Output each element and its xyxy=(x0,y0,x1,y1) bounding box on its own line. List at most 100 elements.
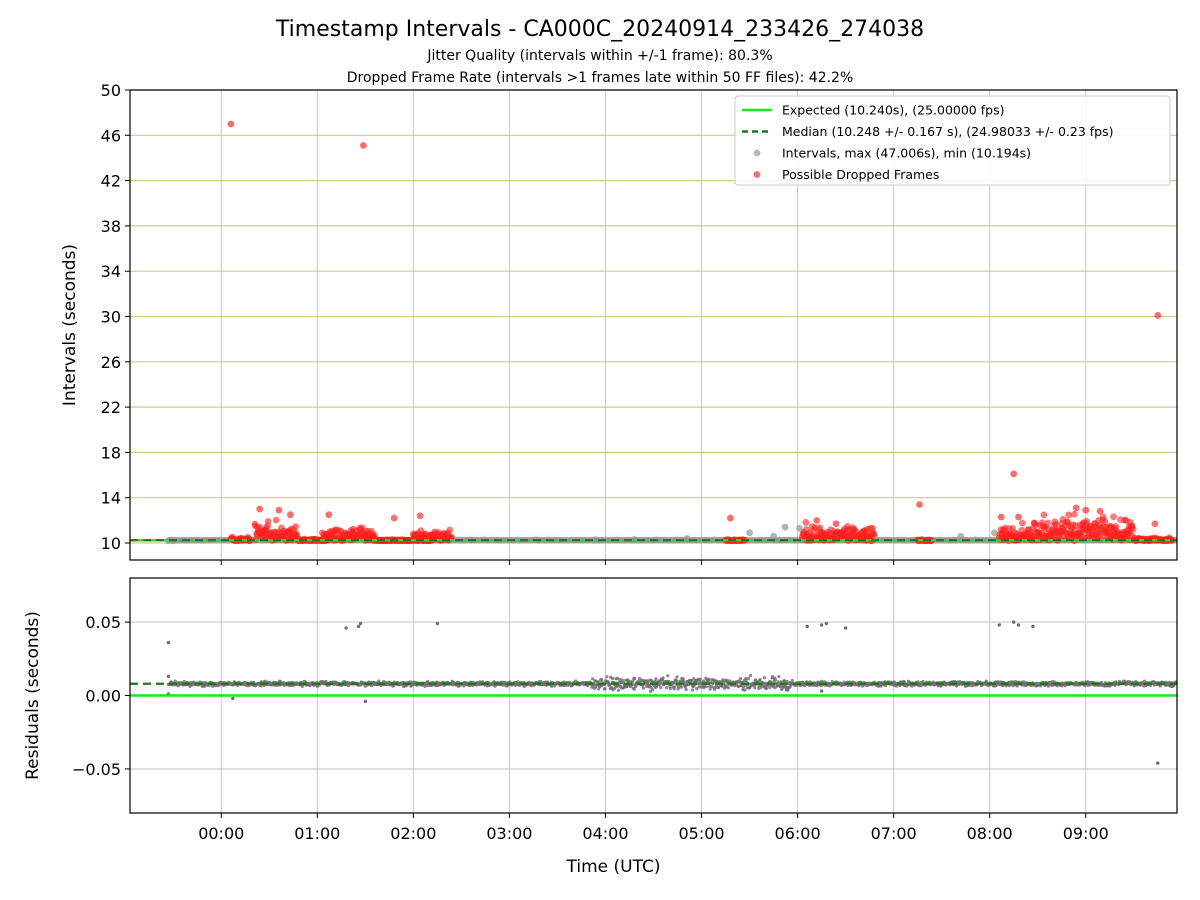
interval-point xyxy=(781,523,789,531)
residual-point xyxy=(720,684,724,688)
plot-frame xyxy=(129,89,1178,561)
dropped-frame-point xyxy=(1082,506,1090,514)
residual-point xyxy=(726,686,731,690)
y-tick-label: −0.05 xyxy=(72,760,121,779)
residual-point xyxy=(902,680,906,684)
residual-point xyxy=(824,621,829,626)
residual-point xyxy=(356,624,361,629)
dropped-frame-point xyxy=(1010,470,1018,478)
x-tick-label: 07:00 xyxy=(871,824,917,843)
dropped-frame-point xyxy=(1044,519,1052,527)
residual-point xyxy=(759,685,763,690)
x-tick-label: 08:00 xyxy=(967,824,1013,843)
y-tick-label: 22 xyxy=(101,398,121,417)
residual-point xyxy=(768,686,772,690)
residual-point xyxy=(698,677,702,681)
dropped-frame-point xyxy=(726,514,734,522)
dropped-frame-point xyxy=(813,516,821,524)
residual-point xyxy=(701,679,706,683)
residual-point xyxy=(708,687,712,691)
residual-point xyxy=(681,677,685,681)
residual-point xyxy=(618,677,622,682)
residual-point xyxy=(590,677,595,681)
intervals-panel: 10 14 18 22 26 30 34 38 42 46 50 Intervals (seconds… xyxy=(60,81,1178,565)
dropped-frame-point xyxy=(416,512,424,520)
dropped-frame-point xyxy=(916,501,923,508)
dropped-frame-point xyxy=(272,516,280,524)
legend-expected-label: Expected (10.240s), (25.00000 fps) xyxy=(782,103,1004,118)
residual-point xyxy=(1156,761,1160,765)
dropped-frame-point xyxy=(1015,513,1022,521)
dropped-frame-point xyxy=(832,520,840,528)
legend-dropped-frames-label: Possible Dropped Frames xyxy=(782,167,939,182)
y-tick-label: 38 xyxy=(101,217,121,236)
residual-point xyxy=(657,683,661,687)
residual-point xyxy=(819,623,824,627)
intervals-y-axis-label: Intervals (seconds) xyxy=(60,244,80,406)
dropped-frame-point xyxy=(256,505,264,513)
residual-point xyxy=(695,687,699,691)
dropped-frame-point xyxy=(292,523,300,530)
residual-point xyxy=(634,684,638,689)
figure-title: Timestamp Intervals - CA000C_20240914_23… xyxy=(275,17,924,42)
residual-point xyxy=(605,675,609,679)
residual-point xyxy=(631,679,635,683)
residual-point xyxy=(608,682,612,687)
interval-point xyxy=(957,532,965,540)
residuals-marks xyxy=(130,620,1177,765)
residual-point xyxy=(785,679,789,684)
residual-point xyxy=(592,682,596,687)
legend: Expected (10.240s), (25.00000 fps) Median… xyxy=(734,95,1171,186)
residual-point xyxy=(615,676,620,680)
dropped-frame-point xyxy=(1154,311,1162,319)
dropped-frame-point xyxy=(287,511,294,519)
dropped-frame-point xyxy=(264,518,272,525)
residual-point xyxy=(675,675,679,679)
interval-point xyxy=(746,529,753,537)
legend-box xyxy=(734,95,1171,186)
residual-point xyxy=(600,677,604,682)
residual-point xyxy=(641,686,646,690)
residual-point xyxy=(673,685,677,689)
residual-point xyxy=(679,685,683,689)
residual-point xyxy=(704,685,708,689)
residual-point xyxy=(773,678,778,682)
residual-point xyxy=(611,676,615,681)
residual-point xyxy=(633,676,637,681)
residual-point xyxy=(1012,620,1016,624)
residual-point xyxy=(612,686,617,690)
residual-point xyxy=(664,686,669,690)
residual-point xyxy=(764,686,768,690)
residual-point xyxy=(435,621,440,626)
residual-point xyxy=(550,684,554,688)
residual-point xyxy=(997,623,1001,627)
dropped-frame-point xyxy=(1151,520,1159,528)
residual-point xyxy=(616,688,621,692)
residual-point xyxy=(166,674,171,679)
dropped-frame-point xyxy=(446,526,454,534)
y-tick-label: 46 xyxy=(101,126,121,145)
residual-point xyxy=(358,621,363,626)
residual-point xyxy=(743,688,747,692)
dropped-frame-point xyxy=(1065,511,1073,519)
residual-point xyxy=(728,679,732,683)
residual-point xyxy=(786,688,790,692)
dropped-frame-point xyxy=(1112,522,1120,530)
residual-point xyxy=(748,673,753,678)
x-tick-label: 03:00 xyxy=(486,824,532,843)
residual-point xyxy=(777,674,781,679)
y-tick-label: 30 xyxy=(101,308,121,327)
dropped-frame-point xyxy=(1040,511,1048,519)
legend-median-label: Median (10.248 +/- 0.167 s), (24.98033 +… xyxy=(782,124,1113,139)
residual-point xyxy=(790,678,794,683)
residual-point xyxy=(690,688,695,692)
residual-point xyxy=(762,676,767,680)
dropped-frame-point xyxy=(360,142,367,149)
residual-point xyxy=(753,685,757,690)
residual-point xyxy=(659,685,663,690)
x-tick-label: 09:00 xyxy=(1063,824,1109,843)
dropped-frame-point xyxy=(1101,518,1109,526)
y-tick-label: 34 xyxy=(101,262,121,281)
intervals-marks xyxy=(130,120,1177,545)
